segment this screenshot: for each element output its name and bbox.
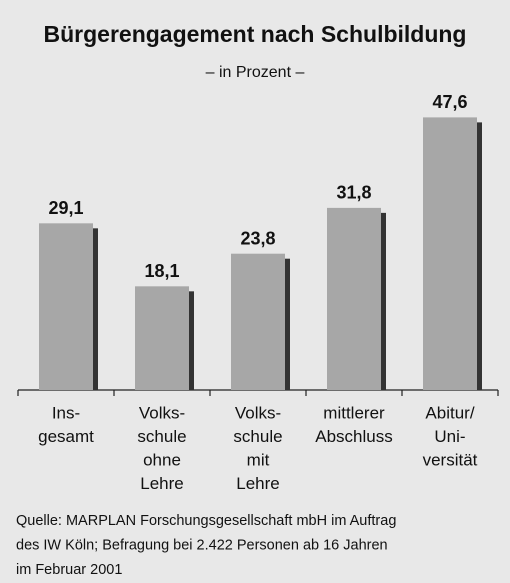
value-label: 47,6 — [432, 92, 467, 112]
bar-shadow — [189, 291, 194, 390]
value-label: 18,1 — [144, 261, 179, 281]
bar-shadow — [477, 122, 482, 390]
value-label: 23,8 — [240, 228, 275, 248]
x-tick-label: gesamt — [38, 427, 94, 446]
x-tick-label: Ins- — [52, 403, 80, 422]
value-label: 31,8 — [336, 183, 371, 203]
source-note: im Februar 2001 — [16, 562, 122, 578]
x-tick-label: mit — [247, 450, 270, 469]
x-tick-label: mittlerer — [323, 403, 385, 422]
x-tick-label: Lehre — [140, 474, 183, 493]
chart-subtitle: – in Prozent – — [206, 64, 305, 81]
bar — [327, 207, 381, 390]
bar — [39, 223, 93, 390]
bar-shadow — [93, 228, 98, 390]
x-tick-label: versität — [423, 450, 478, 469]
x-tick-label: Lehre — [236, 474, 279, 493]
x-tick-label: ohne — [143, 450, 181, 469]
bar — [423, 117, 477, 390]
bar-shadow — [285, 258, 290, 390]
x-tick-label: Abschluss — [315, 427, 392, 446]
source-note: des IW Köln; Befragung bei 2.422 Persone… — [16, 537, 388, 553]
x-tick-label: Volks- — [235, 403, 281, 422]
x-tick-label: schule — [137, 427, 186, 446]
bar-shadow — [381, 212, 386, 390]
source-note: Quelle: MARPLAN Forschungsgesellschaft m… — [16, 513, 396, 529]
bar — [135, 286, 189, 390]
value-label: 29,1 — [48, 198, 83, 218]
bar — [231, 253, 285, 390]
x-tick-label: Uni- — [434, 427, 465, 446]
x-tick-label: Abitur/ — [425, 403, 474, 422]
x-tick-label: Volks- — [139, 403, 185, 422]
chart-title: Bürgerengagement nach Schulbildung — [44, 21, 467, 47]
x-tick-label: schule — [233, 427, 282, 446]
